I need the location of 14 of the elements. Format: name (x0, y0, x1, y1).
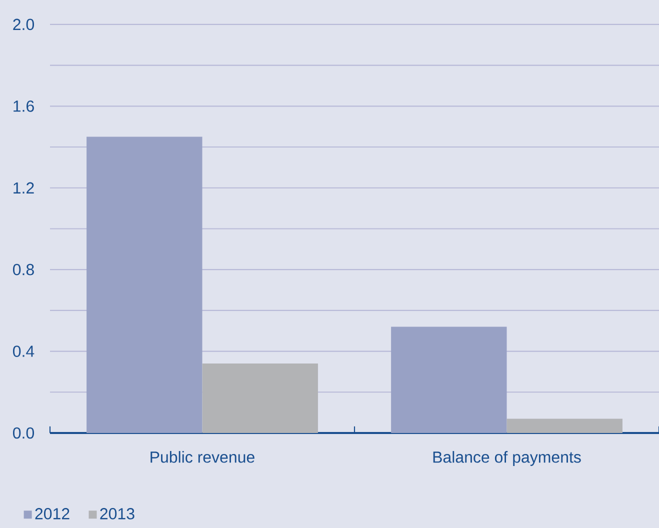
bar (391, 326, 507, 433)
y-tick-label: 0.8 (13, 264, 34, 276)
bar (86, 136, 202, 433)
y-tick-label: 0.0 (13, 427, 34, 439)
y-tick-label: 2.0 (13, 18, 34, 30)
legend-label: 2012 (35, 508, 70, 520)
x-tick-label: Public revenue (150, 451, 254, 463)
x-tick-label: Balance of payments (433, 451, 581, 466)
legend-label: 2013 (100, 508, 134, 520)
bar (506, 418, 622, 433)
y-tick-label: 1.2 (14, 182, 34, 194)
y-tick-label: 1.6 (14, 100, 34, 112)
bar (202, 364, 318, 433)
y-tick-label: 0.4 (13, 346, 34, 357)
